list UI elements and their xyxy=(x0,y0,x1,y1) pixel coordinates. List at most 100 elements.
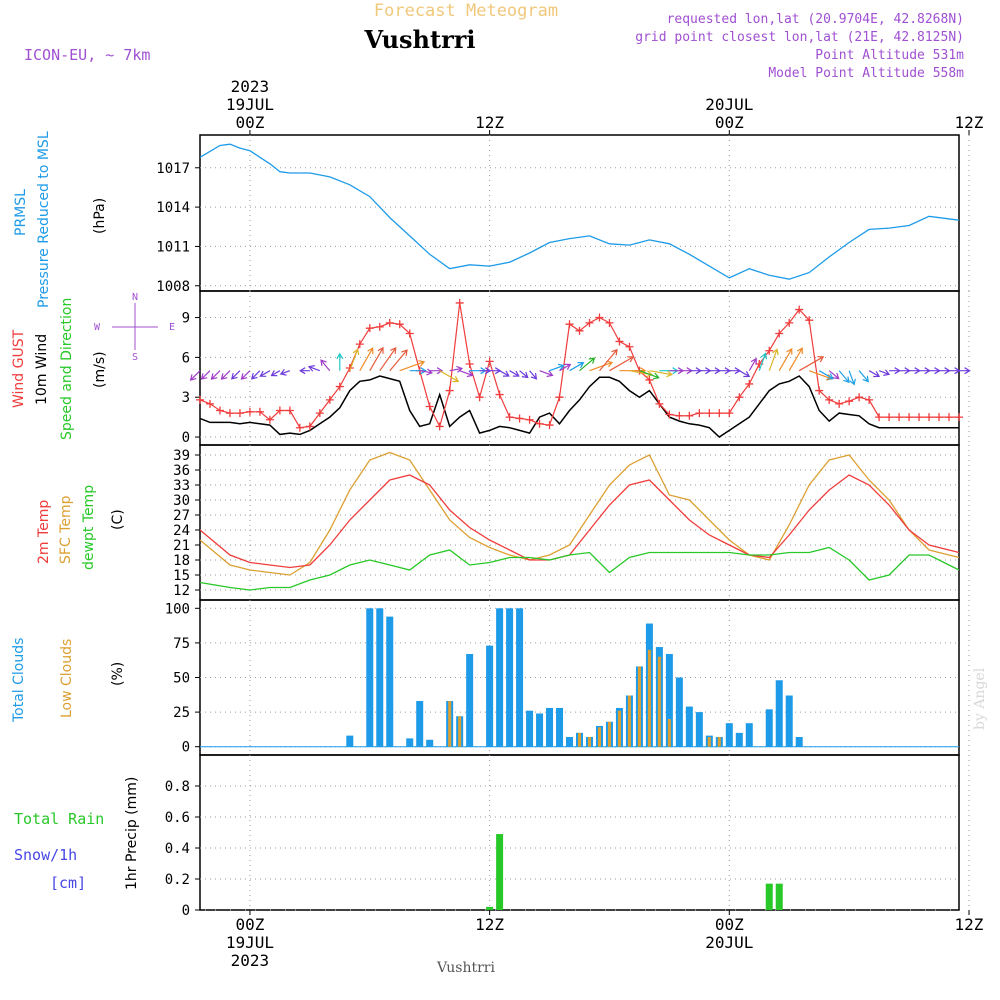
gust-marker xyxy=(335,382,344,391)
point-altitude: Point Altitude 531m xyxy=(815,48,964,63)
bottom-time-label: 19JUL xyxy=(226,933,274,952)
low-cloud-bar xyxy=(637,666,641,747)
gust-marker xyxy=(585,318,594,327)
wind-direction-arrow xyxy=(569,362,585,372)
wind-direction-arrow xyxy=(768,348,779,371)
gust-marker xyxy=(465,360,474,369)
total-cloud-bar xyxy=(346,735,354,747)
y-tick-label: 0.2 xyxy=(165,872,190,888)
wind-direction-arrow xyxy=(549,363,565,372)
total-cloud-bar xyxy=(685,706,693,747)
y-tick-label: 100 xyxy=(165,601,190,617)
gust-marker xyxy=(915,413,924,422)
low-cloud-bar xyxy=(667,719,671,747)
gust-marker xyxy=(265,415,274,424)
gust-marker xyxy=(715,409,724,418)
wind-direction-arrow xyxy=(529,370,538,380)
requested-coords: requested lon,lat (20.9704E, 42.8268N) xyxy=(667,12,964,27)
wind-direction-arrow xyxy=(230,370,241,380)
wind-direction-arrow xyxy=(509,370,520,377)
bottom-time-label: 20JUL xyxy=(705,933,753,952)
compass-e: E xyxy=(169,322,175,333)
gust-marker xyxy=(795,305,804,314)
low-cloud-bar xyxy=(647,649,651,747)
model-point-altitude: Model Point Altitude 558m xyxy=(768,66,964,81)
total-cloud-bar xyxy=(795,737,803,747)
total-cloud-bar xyxy=(775,680,783,747)
gust-marker xyxy=(785,318,794,327)
gust-marker xyxy=(885,413,894,422)
rain-bar xyxy=(486,906,494,910)
y-tick-label: 0 xyxy=(182,903,190,919)
dewpoint-line xyxy=(199,546,960,591)
total-cloud-bar xyxy=(526,710,534,747)
wind-direction-arrow xyxy=(579,357,596,372)
wind-direction-arrow xyxy=(379,347,397,372)
top-time-label: 12Z xyxy=(955,113,984,132)
gust-marker xyxy=(725,409,734,418)
wind-direction-arrow xyxy=(499,370,510,377)
pressure-line xyxy=(199,143,960,280)
gust-marker xyxy=(525,415,534,424)
wind-direction-arrow xyxy=(609,356,635,372)
total-cloud-bar xyxy=(675,677,683,747)
y-tick-label: 1017 xyxy=(156,161,190,177)
gust-marker xyxy=(295,423,304,432)
low-cloud-bar xyxy=(597,727,601,747)
y-tick-label: 1014 xyxy=(156,200,190,216)
gust-marker xyxy=(655,399,664,408)
compass-w: W xyxy=(94,322,101,333)
wind-direction-arrow xyxy=(599,348,618,372)
total-cloud-bar xyxy=(725,723,733,747)
model-name: ICON-EU, ~ 7km xyxy=(24,46,150,64)
temp-unit: (C) xyxy=(110,509,126,530)
gust-marker xyxy=(745,379,754,388)
temp-label-1: 2m Temp xyxy=(36,500,52,564)
top-time-label: 20JUL xyxy=(705,95,753,114)
total-cloud-bar xyxy=(496,608,504,747)
wind-direction-arrow xyxy=(336,352,344,371)
cloud-label-2: Low Clouds xyxy=(59,639,75,718)
wind-direction-arrow xyxy=(519,370,529,379)
gust-marker xyxy=(475,393,484,402)
gust-marker xyxy=(375,322,384,331)
gust-marker xyxy=(945,413,954,422)
wind-direction-arrow xyxy=(359,347,374,371)
gust-marker xyxy=(225,409,234,418)
bottom-time-label: 00Z xyxy=(235,915,264,934)
total-cloud-bar xyxy=(536,713,544,747)
wind-direction-arrow xyxy=(259,370,271,377)
gust-marker xyxy=(205,399,214,408)
wind-direction-arrow xyxy=(399,360,426,372)
wind-direction-arrow xyxy=(828,370,840,380)
y-tick-label: 39 xyxy=(173,448,190,464)
gust-marker xyxy=(445,386,454,395)
wind-unit: (m/s) xyxy=(92,351,108,388)
wind-direction-arrow xyxy=(649,370,673,378)
y-tick-label: 50 xyxy=(173,671,190,687)
gust-marker xyxy=(485,357,494,366)
top-time-label: 00Z xyxy=(235,113,264,132)
y-tick-label: 9 xyxy=(182,311,190,327)
gust-marker xyxy=(685,411,694,420)
gust-marker xyxy=(815,386,824,395)
location-title: Vushtrri xyxy=(364,25,476,54)
wind-direction-arrow xyxy=(270,370,281,377)
gust-marker xyxy=(515,414,524,423)
snow-unit-label: [cm] xyxy=(50,874,86,892)
gust-marker xyxy=(275,406,284,415)
gust-marker xyxy=(425,402,434,411)
gust-marker xyxy=(435,422,444,431)
gust-marker xyxy=(805,316,814,325)
total-cloud-bar xyxy=(735,732,743,747)
wind-label-2: 10m Wind xyxy=(34,334,50,405)
pressure-label-1: PRMSL xyxy=(13,189,29,236)
wind-direction-arrow xyxy=(439,370,460,383)
wind-speed-line xyxy=(199,375,959,438)
gust-marker xyxy=(895,413,904,422)
compass-s: S xyxy=(132,352,138,363)
gust-marker xyxy=(355,340,364,349)
total-cloud-bar xyxy=(486,645,494,747)
wind-direction-arrow xyxy=(818,370,835,380)
